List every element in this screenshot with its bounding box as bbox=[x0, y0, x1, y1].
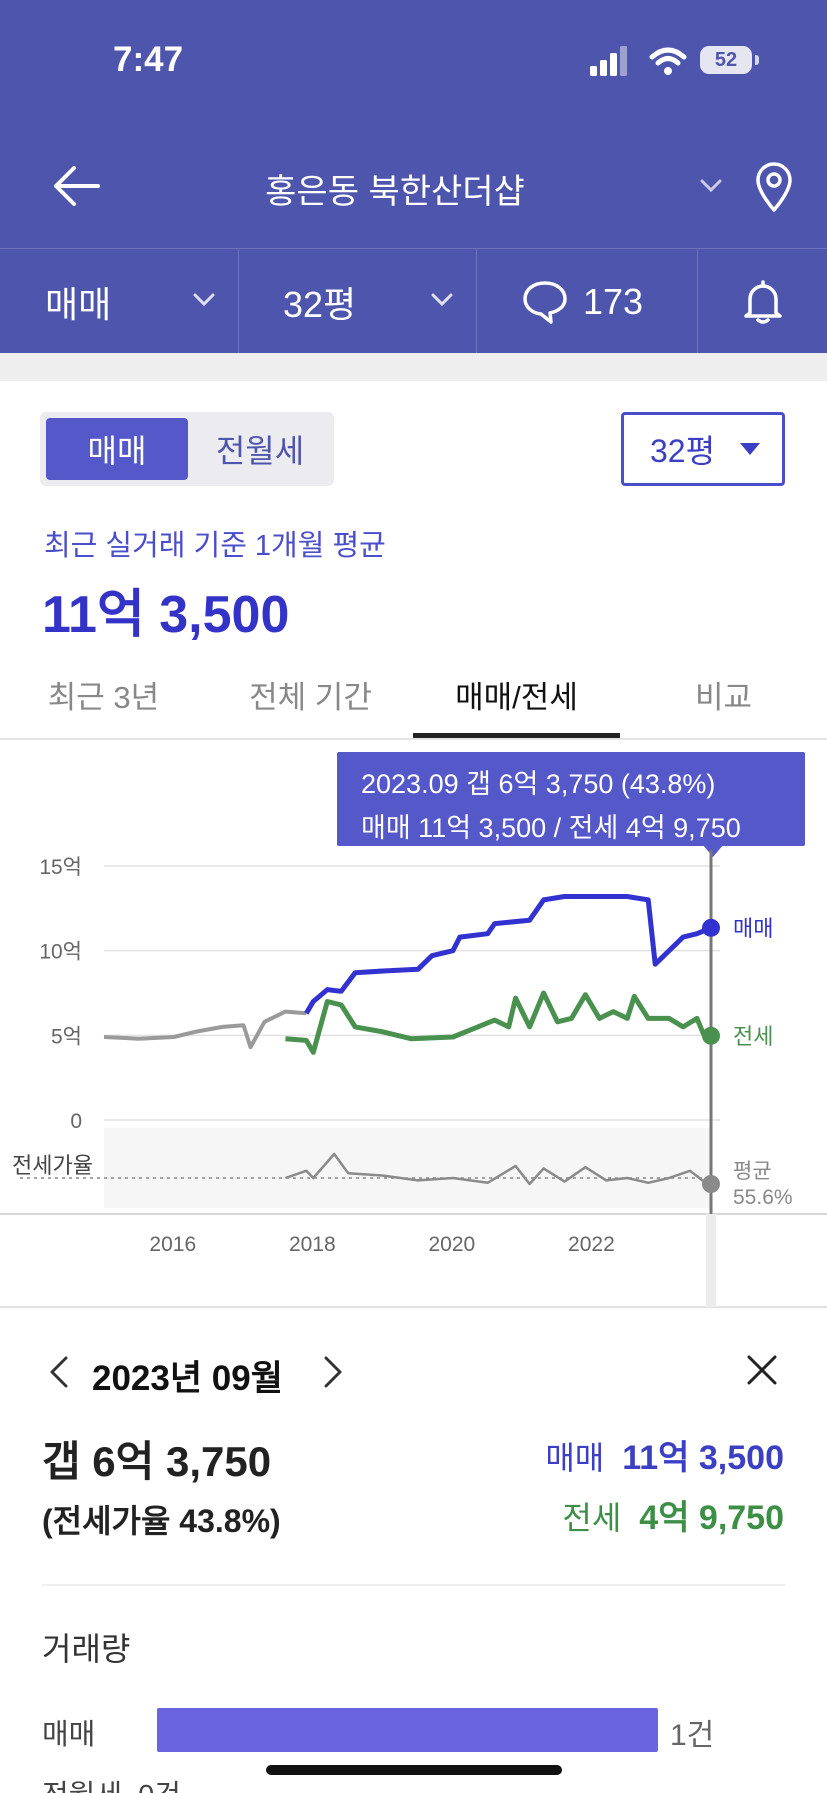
wifi-icon bbox=[649, 47, 687, 75]
volume-rent-row: 전월세 0건 bbox=[42, 1772, 181, 1793]
sale-end-dot bbox=[702, 918, 720, 937]
next-month-icon[interactable] bbox=[318, 1352, 348, 1392]
detail-sale-label: 매매 bbox=[545, 1440, 605, 1476]
size-dropdown[interactable]: 32평 bbox=[239, 249, 477, 354]
location-pin-icon[interactable] bbox=[752, 160, 796, 214]
detail-sale-value: 11억 3,500 bbox=[622, 1439, 784, 1477]
detail-date: 2023년 09월 bbox=[92, 1359, 283, 1398]
tooltip-line-2: 매매 11억 3,500 / 전세 4억 9,750 bbox=[361, 813, 741, 843]
battery-icon: 52 bbox=[700, 46, 752, 74]
volume-rent-label: 전월세 bbox=[42, 1780, 122, 1793]
prev-month-icon[interactable] bbox=[44, 1352, 74, 1392]
battery-cap bbox=[755, 55, 759, 65]
y-tick-label: 15억 bbox=[39, 856, 82, 879]
size-select[interactable]: 32평 bbox=[621, 412, 785, 486]
ratio-band bbox=[104, 1128, 711, 1208]
volume-rent-count: 0건 bbox=[138, 1780, 181, 1793]
volume-title: 거래량 bbox=[42, 1631, 131, 1667]
filter-bar: 매매 32평 173 bbox=[0, 248, 827, 354]
size-select-value: 32평 bbox=[650, 433, 716, 469]
tab-sale-jeonse[interactable]: 매매/전세 bbox=[455, 680, 578, 715]
y-tick-label: 5억 bbox=[51, 1025, 82, 1048]
ratio-label: 전세가율 bbox=[12, 1153, 93, 1178]
detail-jeonse: 전세 4억 9,750 bbox=[562, 1490, 784, 1539]
notification-button[interactable] bbox=[698, 249, 827, 354]
x-tick-label: 2018 bbox=[289, 1233, 336, 1256]
sale-line bbox=[304, 894, 712, 1015]
divider bbox=[42, 1584, 785, 1586]
trade-type-dropdown[interactable]: 매매 bbox=[0, 249, 239, 354]
app-header: 7:47 52 홍은동 북한산더샵 매매 32평 bbox=[0, 0, 827, 354]
gap-price: 갭 6억 3,750 bbox=[42, 1438, 272, 1485]
sale-series-label: 매매 bbox=[733, 916, 773, 941]
chevron-down-icon bbox=[431, 293, 453, 307]
jeonse-ratio: (전세가율 43.8%) bbox=[42, 1503, 281, 1539]
tooltip-pointer bbox=[703, 845, 723, 857]
tooltip-line-1: 2023.09 갭 6억 3,750 (43.8%) bbox=[361, 769, 716, 799]
size-label: 32평 bbox=[283, 283, 357, 325]
y-tick-label: 0 bbox=[70, 1110, 82, 1133]
ratio-line bbox=[284, 1152, 712, 1186]
trade-type-label: 매매 bbox=[45, 283, 112, 325]
period-tabs: 최근 3년 전체 기간 매매/전세 비교 bbox=[0, 660, 827, 740]
x-tick-label: 2022 bbox=[568, 1233, 615, 1256]
average-price: 11억 3,500 bbox=[42, 586, 290, 644]
ratio-average-value: 55.6% bbox=[733, 1186, 793, 1209]
close-icon[interactable] bbox=[744, 1352, 780, 1388]
chart-tooltip: 2023.09 갭 6억 3,750 (43.8%) 매매 11억 3,500 … bbox=[337, 752, 805, 846]
comments-button[interactable]: 173 bbox=[477, 249, 698, 354]
volume-sale-label: 매매 bbox=[42, 1719, 96, 1751]
price-subtitle: 최근 실거래 기준 1개월 평균 bbox=[44, 530, 386, 562]
trade-segment-control: 매매 전월세 bbox=[40, 412, 334, 486]
chevron-down-icon[interactable] bbox=[698, 172, 724, 198]
status-icons: 52 bbox=[590, 44, 790, 80]
back-arrow-icon[interactable] bbox=[48, 158, 104, 214]
jeonse-line bbox=[285, 990, 712, 1055]
caret-down-icon bbox=[740, 443, 760, 455]
volume-sale-bar bbox=[157, 1708, 658, 1752]
chat-bubble-icon bbox=[523, 280, 567, 324]
signal-icon bbox=[590, 46, 627, 76]
detail-sale: 매매 11억 3,500 bbox=[545, 1430, 784, 1479]
home-indicator bbox=[266, 1765, 562, 1775]
x-tick-label: 2016 bbox=[149, 1233, 196, 1256]
sale-history-line bbox=[103, 1009, 307, 1050]
tab-all-period[interactable]: 전체 기간 bbox=[249, 680, 372, 715]
bell-icon bbox=[743, 279, 782, 324]
complex-title[interactable]: 홍은동 북한산더샵 bbox=[265, 173, 525, 211]
comment-count: 173 bbox=[583, 280, 644, 322]
tab-recent-3y[interactable]: 최근 3년 bbox=[47, 680, 160, 715]
y-tick-label: 10억 bbox=[39, 941, 82, 964]
segment-rent[interactable]: 전월세 bbox=[215, 433, 305, 469]
selection-track bbox=[706, 1214, 716, 1307]
jeonse-series-label: 전세 bbox=[733, 1024, 773, 1049]
detail-jeonse-value: 4억 9,750 bbox=[639, 1499, 784, 1537]
tab-compare[interactable]: 비교 bbox=[694, 680, 753, 715]
status-time: 7:47 bbox=[113, 40, 184, 79]
chevron-down-icon bbox=[193, 293, 215, 307]
jeonse-end-dot bbox=[702, 1026, 720, 1045]
ratio-average-label: 평균 bbox=[733, 1160, 772, 1183]
detail-jeonse-label: 전세 bbox=[562, 1500, 622, 1536]
x-tick-label: 2020 bbox=[428, 1233, 475, 1256]
tab-active-indicator bbox=[413, 733, 620, 738]
section-gap bbox=[0, 353, 827, 381]
segment-sale[interactable]: 매매 bbox=[46, 418, 188, 480]
volume-sale-count: 1건 bbox=[670, 1719, 715, 1752]
ratio-end-dot bbox=[702, 1175, 720, 1193]
